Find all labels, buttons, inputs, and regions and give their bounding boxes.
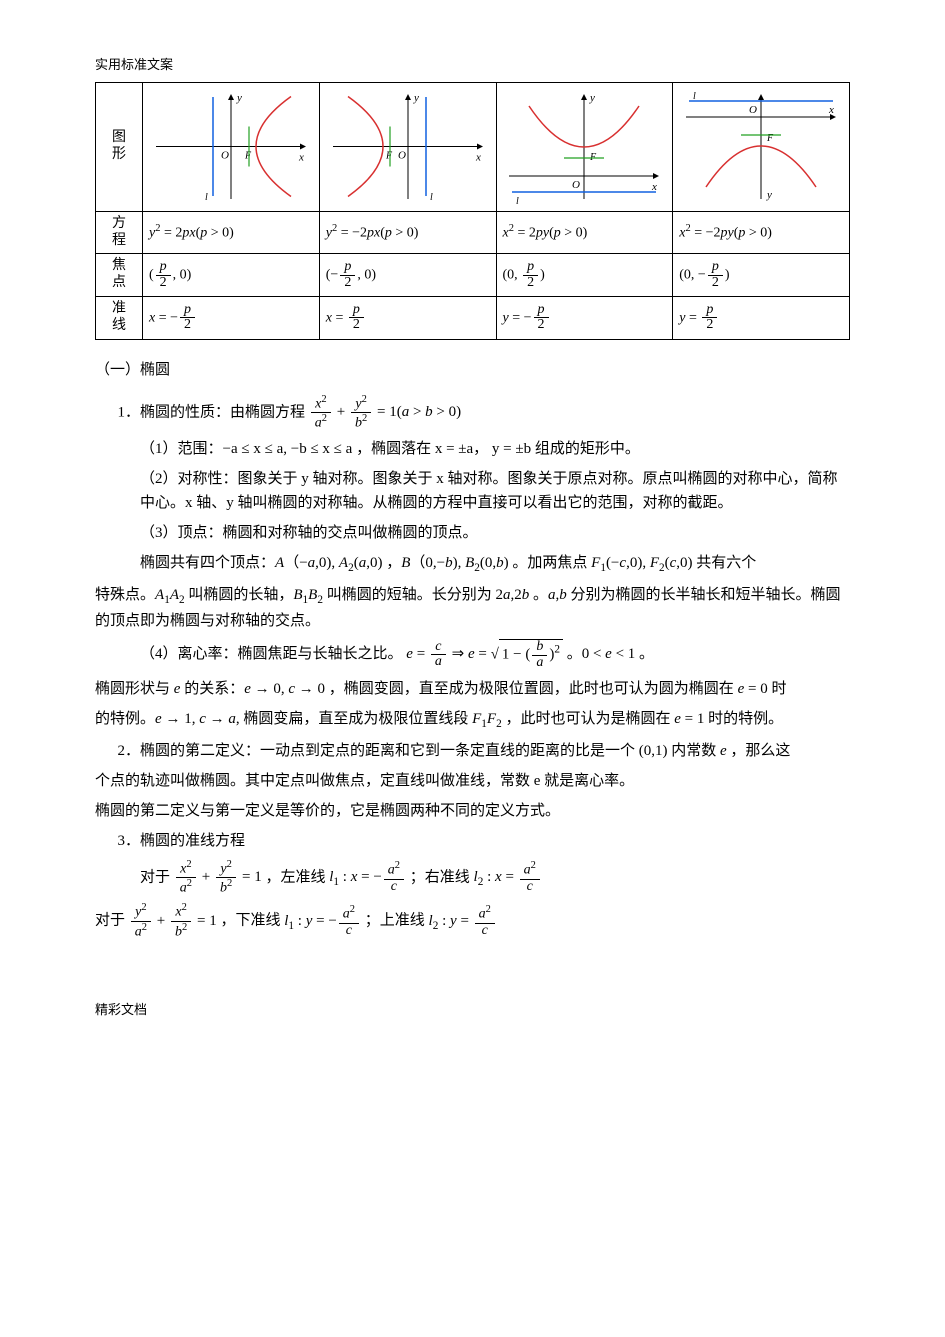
- dir-cell-3: y = −p2: [496, 296, 673, 339]
- eq-cell-3: x2 = 2py(p > 0): [496, 211, 673, 254]
- directrix-row: 准线 x = −p2 x = p2 y = −p2 y = p2: [96, 296, 850, 339]
- ellipse-second-def-2: 个点的轨迹叫做椭圆。其中定点叫做焦点，定直线叫做准线，常数 e 就是离心率。: [95, 769, 850, 793]
- p15-eq1: y2a2 + x2b2 = 1: [129, 913, 217, 929]
- svg-text:O: O: [221, 150, 229, 162]
- svg-text:O: O: [572, 179, 580, 191]
- focus-cell-3: (0, p2): [496, 254, 673, 297]
- dir-cell-4: y = p2: [673, 296, 850, 339]
- svg-text:y: y: [236, 92, 242, 104]
- svg-text:O: O: [749, 104, 757, 116]
- ellipse-axes: 特殊点。A1A2 叫椭圆的长轴，B1B2 叫椭圆的短轴。长分别为 2a,2b 。…: [95, 583, 850, 633]
- p7-prefix: （4）离心率：椭圆焦距与长轴长之比。: [140, 646, 403, 662]
- row-label-focus: 焦点: [96, 254, 143, 297]
- p15-mid2: ；上准线: [365, 913, 425, 929]
- row-label-directrix: 准线: [96, 296, 143, 339]
- focus-cell-2: (−p2, 0): [319, 254, 496, 297]
- p7-eq: e = ca ⇒ e = √1 − (ba)2 。0 < e < 1 。: [406, 646, 654, 662]
- eq-cell-2: y2 = −2px(p > 0): [319, 211, 496, 254]
- ellipse-directrix-title: 3．椭圆的准线方程: [118, 829, 851, 853]
- focus-cell-4: (0, −p2): [673, 254, 850, 297]
- page-header: 实用标准文案: [95, 55, 850, 76]
- eq-cell-1: y2 = 2px(p > 0): [143, 211, 320, 254]
- graph-cell-4: O x y Fl: [673, 82, 850, 211]
- svg-text:F: F: [385, 151, 393, 162]
- svg-text:l: l: [430, 192, 433, 203]
- p15-eq3: l2 : y = a2c: [429, 913, 497, 929]
- svg-text:x: x: [475, 152, 481, 164]
- row-label-graph: 图形: [96, 82, 143, 211]
- p15-prefix: 对于: [95, 913, 125, 929]
- svg-text:x: x: [828, 104, 834, 116]
- graph-cell-1: Ox y Fl: [143, 82, 320, 211]
- graph-row: 图形 Ox y Fl Ox y Fl O x y Fl O x y Fl: [96, 82, 850, 211]
- focus-row: 焦点 (p2, 0) (−p2, 0) (0, p2) (0, −p2): [96, 254, 850, 297]
- dir-cell-2: x = p2: [319, 296, 496, 339]
- p14-eq1: x2a2 + y2b2 = 1: [174, 869, 262, 885]
- svg-text:O: O: [398, 150, 406, 162]
- p14-eq3: l2 : x = a2c: [474, 869, 542, 885]
- svg-text:y: y: [589, 92, 595, 104]
- graph-cell-3: O x y Fl: [496, 82, 673, 211]
- p14-mid2: ；右准线: [410, 869, 470, 885]
- graph-cell-2: Ox y Fl: [319, 82, 496, 211]
- ellipse-vertices: 椭圆共有四个顶点：A（−a,0), A2(a,0) ，B（0,−b), B2(0…: [140, 551, 850, 577]
- ellipse-prop-intro: 1．椭圆的性质：由椭圆方程 x2a2 + y2b2 = 1(a > b > 0): [118, 394, 851, 432]
- svg-text:l: l: [205, 192, 208, 203]
- eq-cell-4: x2 = −2py(p > 0): [673, 211, 850, 254]
- ellipse-range: （1）范围：−a ≤ x ≤ a, −b ≤ x ≤ a ，椭圆落在 x = ±…: [140, 437, 850, 461]
- equation-row: 方程 y2 = 2px(p > 0) y2 = −2px(p > 0) x2 =…: [96, 211, 850, 254]
- p15-eq2: l1 : y = −a2c: [284, 913, 361, 929]
- p14-mid: ，左准线: [265, 869, 325, 885]
- row-label-equation: 方程: [96, 211, 143, 254]
- ellipse-directrix-x: 对于 x2a2 + y2b2 = 1 ，左准线 l1 : x = −a2c ；右…: [140, 859, 850, 897]
- p1-eq: x2a2 + y2b2 = 1(a > b > 0): [309, 404, 461, 420]
- ellipse-eccentricity: （4）离心率：椭圆焦距与长轴长之比。 e = ca ⇒ e = √1 − (ba…: [140, 639, 850, 670]
- ellipse-vertex-intro: （3）顶点：椭圆和对称轴的交点叫做椭圆的顶点。: [140, 521, 850, 545]
- svg-text:l: l: [516, 196, 519, 204]
- focus-cell-1: (p2, 0): [143, 254, 320, 297]
- ellipse-symmetry: （2）对称性：图象关于 y 轴对称。图象关于 x 轴对称。图象关于原点对称。原点…: [140, 467, 850, 515]
- svg-text:l: l: [693, 91, 696, 102]
- section-title-ellipse: （一）椭圆: [95, 358, 850, 382]
- parabola-table: 图形 Ox y Fl Ox y Fl O x y Fl O x y Fl 方程 y2 =…: [95, 82, 850, 340]
- p14-prefix: 对于: [140, 869, 170, 885]
- p1-prefix: 1．椭圆的性质：由椭圆方程: [118, 404, 306, 420]
- svg-text:y: y: [766, 189, 772, 201]
- svg-text:y: y: [413, 92, 419, 104]
- ellipse-shape-e-2: 的特例。e → 1, c → a, 椭圆变扁，直至成为极限位置线段 F1F2 ，…: [95, 707, 850, 733]
- ellipse-def-equiv: 椭圆的第二定义与第一定义是等价的，它是椭圆两种不同的定义方式。: [95, 799, 850, 823]
- p14-eq2: l1 : x = −a2c: [329, 869, 406, 885]
- ellipse-directrix-y: 对于 y2a2 + x2b2 = 1 ，下准线 l1 : y = −a2c ；上…: [95, 902, 850, 940]
- page-footer: 精彩文档: [95, 1000, 850, 1021]
- svg-text:x: x: [651, 181, 657, 193]
- p15-mid: ，下准线: [220, 913, 280, 929]
- svg-text:x: x: [298, 152, 304, 164]
- dir-cell-1: x = −p2: [143, 296, 320, 339]
- ellipse-second-def: 2．椭圆的第二定义：一动点到定点的距离和它到一条定直线的距离的比是一个 (0,1…: [118, 739, 851, 763]
- ellipse-shape-e-1: 椭圆形状与 e 的关系：e → 0, c → 0 ，椭圆变圆，直至成为极限位置圆…: [95, 677, 850, 701]
- svg-text:F: F: [244, 151, 252, 162]
